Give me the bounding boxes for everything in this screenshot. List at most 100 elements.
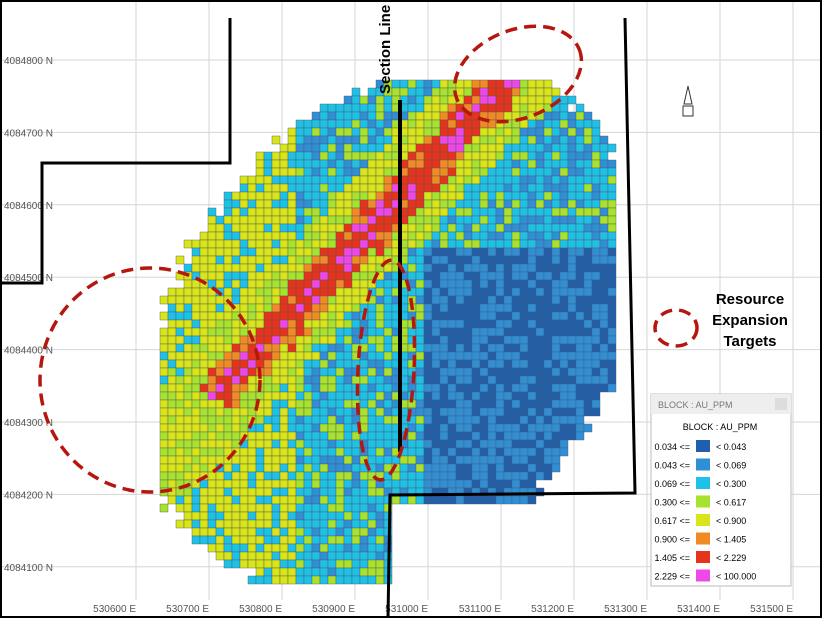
block <box>447 295 457 305</box>
block <box>367 495 377 505</box>
block <box>439 479 449 489</box>
block <box>503 471 513 481</box>
block <box>471 343 481 353</box>
block <box>191 383 201 393</box>
block <box>199 343 209 353</box>
block <box>431 119 441 129</box>
block <box>303 447 313 457</box>
block <box>271 367 281 377</box>
block <box>319 495 329 505</box>
block <box>535 399 545 409</box>
block <box>383 183 393 193</box>
block <box>247 551 257 561</box>
block <box>239 407 249 417</box>
block <box>583 247 593 257</box>
block <box>567 287 577 297</box>
block <box>183 375 193 385</box>
block <box>383 455 393 465</box>
block <box>271 487 281 497</box>
block <box>503 463 513 473</box>
block <box>439 303 449 313</box>
block <box>295 319 305 329</box>
block <box>535 247 545 257</box>
block <box>183 311 193 321</box>
block <box>423 223 433 233</box>
block <box>591 335 601 345</box>
block <box>231 247 241 257</box>
block <box>367 519 377 529</box>
block <box>175 391 185 401</box>
block <box>319 375 329 385</box>
block <box>591 247 601 257</box>
block <box>567 255 577 265</box>
block <box>511 231 521 241</box>
block <box>279 375 289 385</box>
block <box>519 95 529 105</box>
block <box>495 215 505 225</box>
block <box>367 207 377 217</box>
legend-close[interactable] <box>775 398 787 410</box>
block <box>575 111 585 121</box>
block <box>343 271 353 281</box>
block <box>351 575 361 585</box>
block <box>423 87 433 97</box>
block <box>271 455 281 465</box>
block <box>207 247 217 257</box>
block <box>287 423 297 433</box>
block <box>319 287 329 297</box>
block <box>311 527 321 537</box>
block <box>271 407 281 417</box>
block <box>455 223 465 233</box>
block <box>287 335 297 345</box>
block <box>255 423 265 433</box>
block <box>295 519 305 529</box>
block <box>423 415 433 425</box>
block <box>447 167 457 177</box>
block <box>599 311 609 321</box>
block <box>231 495 241 505</box>
block <box>295 343 305 353</box>
block <box>551 271 561 281</box>
block <box>279 351 289 361</box>
block <box>527 311 537 321</box>
block <box>455 231 465 241</box>
block <box>423 239 433 249</box>
block <box>463 95 473 105</box>
block <box>263 207 273 217</box>
legend-box <box>650 393 792 587</box>
block <box>455 135 465 145</box>
block <box>463 495 473 505</box>
block <box>247 495 257 505</box>
legend-to: < 0.043 <box>716 442 746 452</box>
block <box>207 455 217 465</box>
block <box>543 111 553 121</box>
block <box>199 351 209 361</box>
block <box>271 231 281 241</box>
block <box>335 343 345 353</box>
block <box>223 463 233 473</box>
block <box>351 159 361 169</box>
block <box>463 351 473 361</box>
block <box>199 495 209 505</box>
target-ellipse <box>38 266 262 494</box>
block <box>279 255 289 265</box>
block <box>223 239 233 249</box>
block <box>383 351 393 361</box>
block <box>263 175 273 185</box>
block <box>287 375 297 385</box>
block <box>535 279 545 289</box>
block <box>591 255 601 265</box>
block <box>423 183 433 193</box>
block <box>279 439 289 449</box>
block <box>207 351 217 361</box>
block <box>535 223 545 233</box>
block <box>207 383 217 393</box>
block <box>567 367 577 377</box>
legend-swatch <box>696 551 710 563</box>
block <box>535 95 545 105</box>
block <box>583 143 593 153</box>
block <box>519 199 529 209</box>
block <box>287 535 297 545</box>
block <box>551 207 561 217</box>
block <box>415 223 425 233</box>
